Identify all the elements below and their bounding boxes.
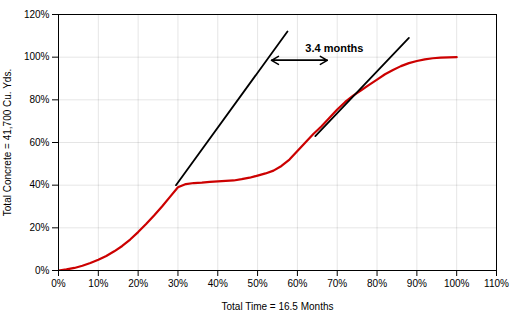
svg-text:70%: 70% [327,278,347,289]
svg-text:90%: 90% [407,278,427,289]
svg-text:3.4 months: 3.4 months [305,42,363,54]
svg-text:50%: 50% [248,278,268,289]
svg-text:60%: 60% [287,278,307,289]
svg-text:40%: 40% [208,278,228,289]
svg-text:0%: 0% [51,278,66,289]
svg-text:110%: 110% [484,278,509,289]
svg-text:0%: 0% [35,265,50,276]
svg-text:80%: 80% [29,94,49,105]
svg-text:60%: 60% [29,137,49,148]
svg-text:10%: 10% [88,278,108,289]
svg-text:Total Time = 16.5 Months: Total Time = 16.5 Months [221,301,333,312]
svg-text:Total Concrete = 41,700 Cu. Yd: Total Concrete = 41,700 Cu. Yds. [2,69,13,216]
svg-text:80%: 80% [367,278,387,289]
svg-text:20%: 20% [29,222,49,233]
svg-text:100%: 100% [444,278,470,289]
svg-text:20%: 20% [128,278,148,289]
svg-text:30%: 30% [168,278,188,289]
svg-text:120%: 120% [24,9,50,20]
svg-text:40%: 40% [29,179,49,190]
svg-text:100%: 100% [24,51,50,62]
